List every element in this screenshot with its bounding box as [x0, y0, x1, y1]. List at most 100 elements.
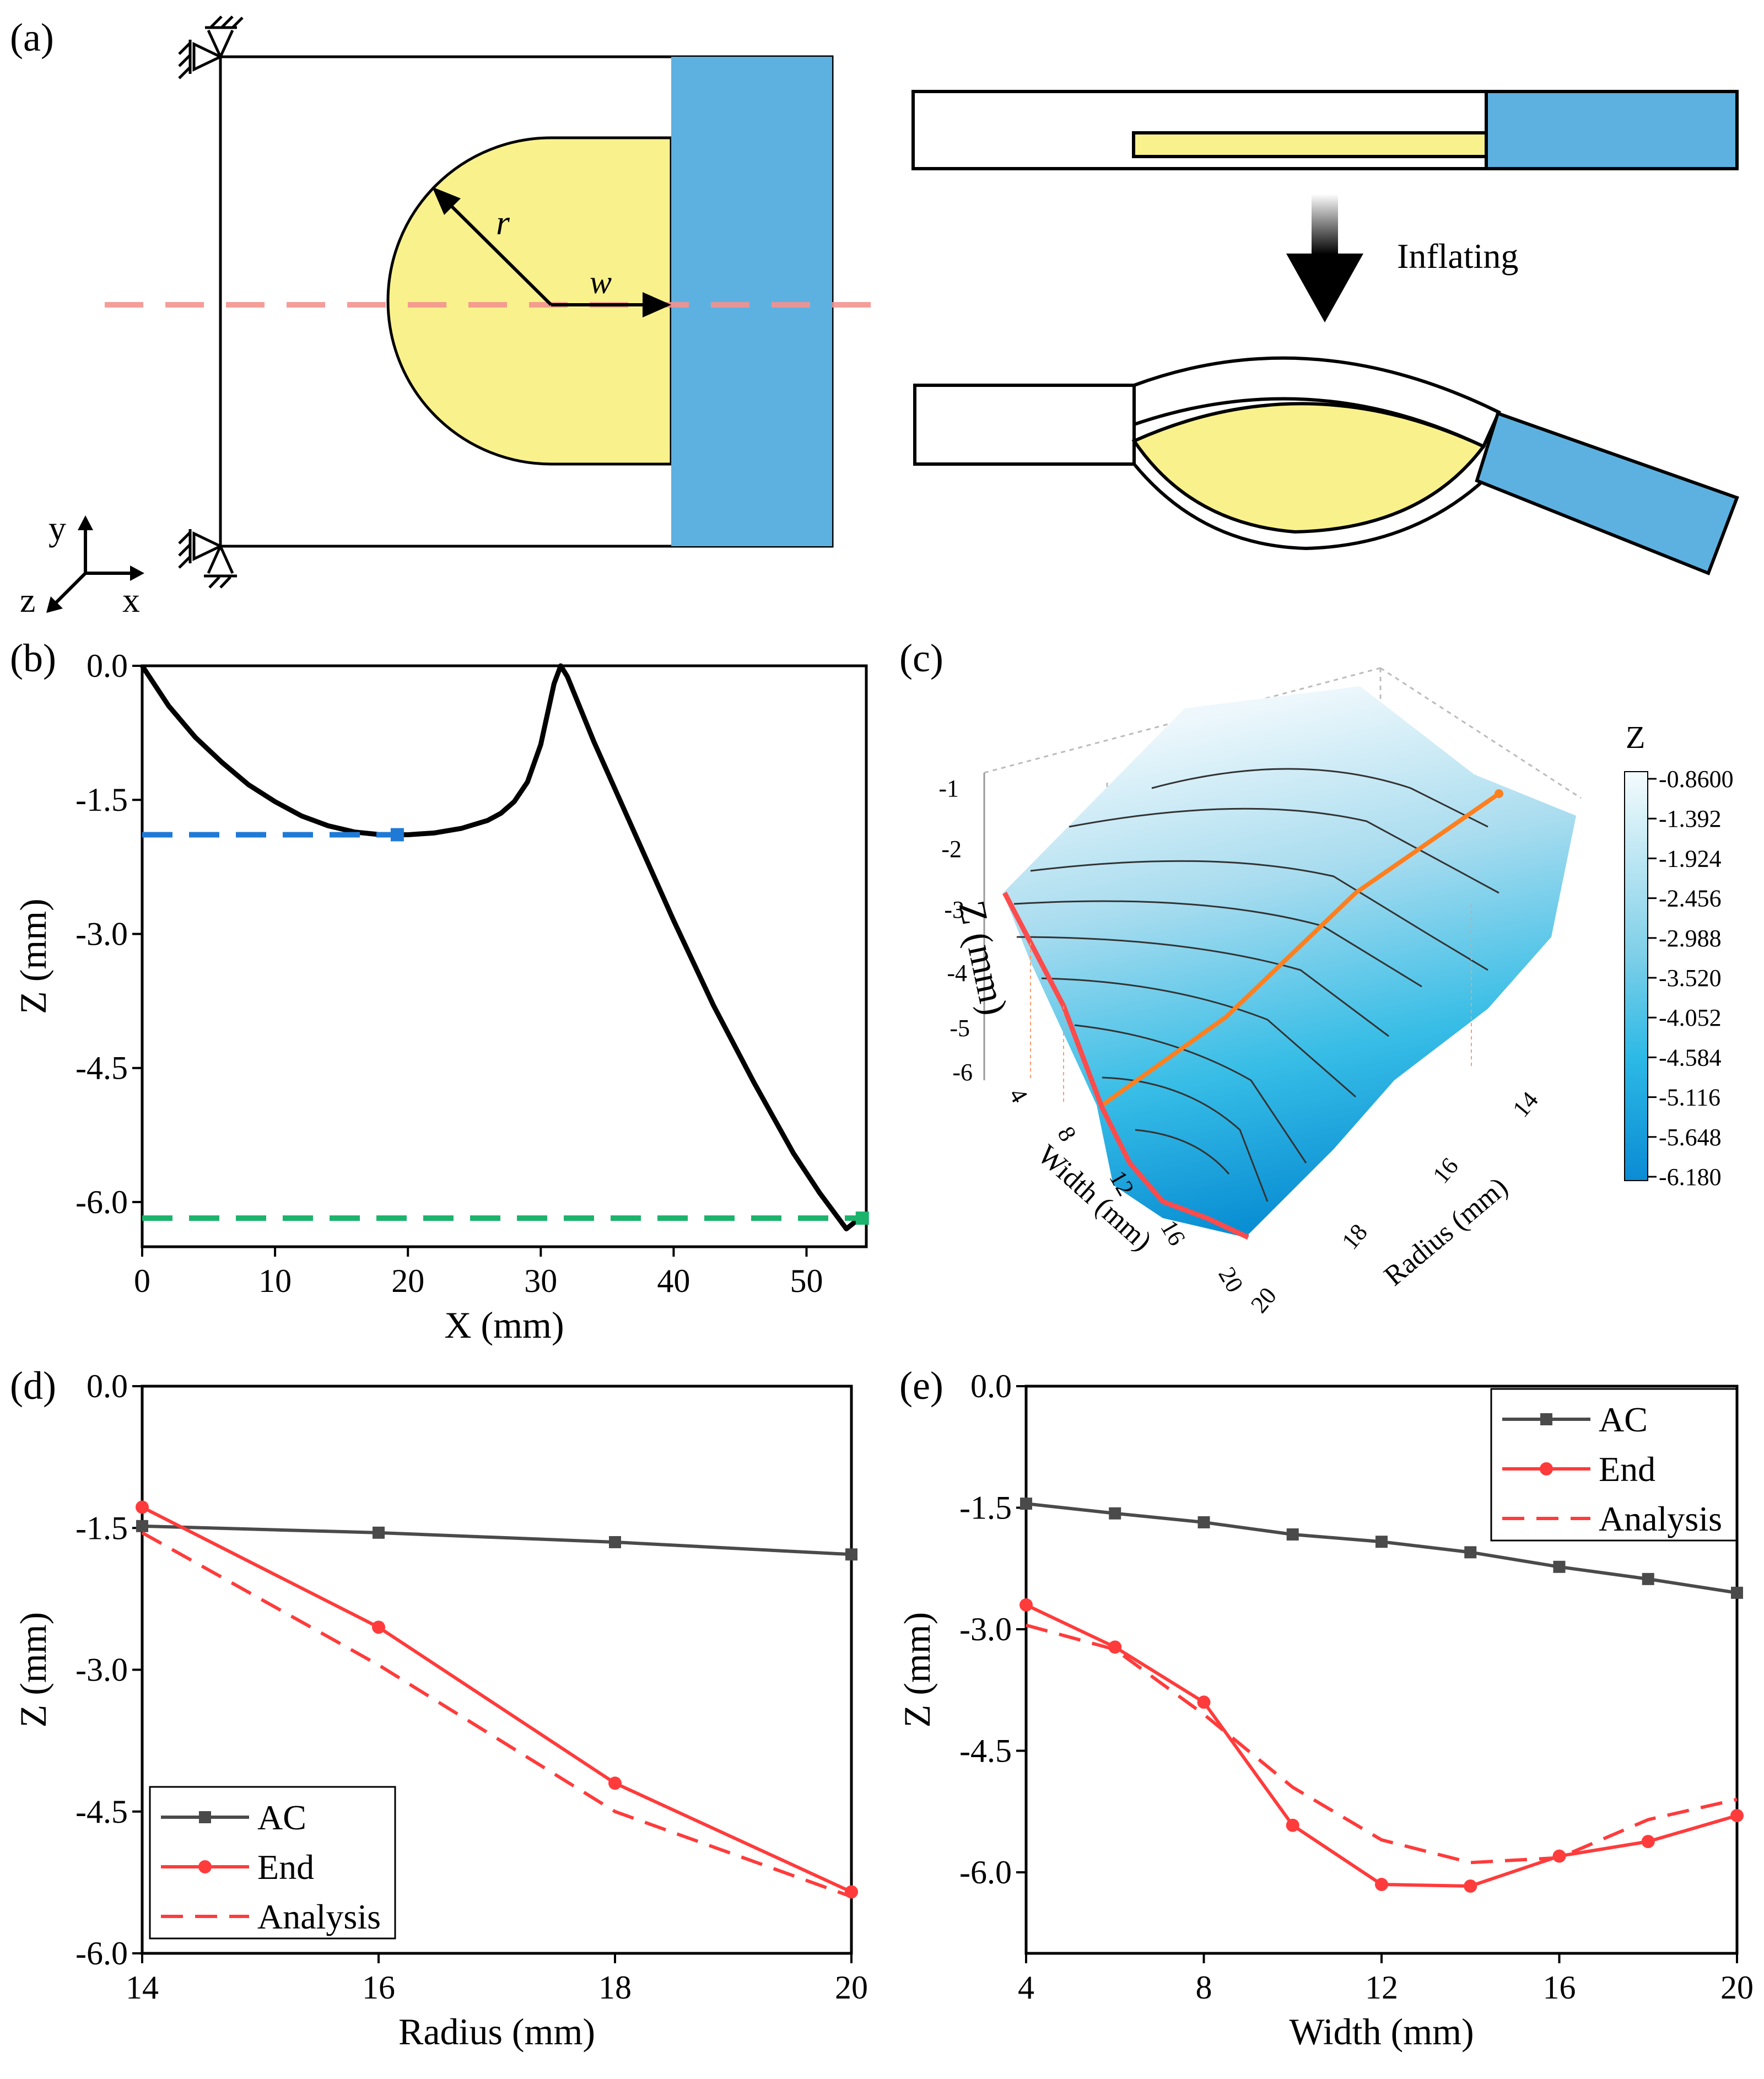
yellow-chamber: [386, 136, 673, 466]
x-tick-label: 10: [258, 1263, 292, 1299]
series-line-ac: [142, 1524, 852, 1556]
series-line-analysis: [1026, 1623, 1738, 1865]
inflating-arrow-shaft: [1312, 194, 1338, 255]
ac-point: [1731, 1586, 1743, 1599]
x-tick-label: 20: [1720, 1969, 1754, 2006]
end-point: [136, 1500, 149, 1514]
colorbar-tick-label: -3.520: [1659, 965, 1722, 992]
inflated-left-section: [913, 384, 1136, 466]
y-tick-label: -3.0: [959, 1611, 1012, 1647]
colorbar-tick-label: -5.116: [1659, 1084, 1720, 1111]
legend-box: [149, 1786, 396, 1940]
end-reference-marker: [855, 1211, 869, 1225]
panel-b-label: (b): [10, 636, 56, 680]
radius-arrow: [439, 194, 553, 306]
x-axis-title: X (mm): [444, 1304, 564, 1346]
z-axis-title: Z (mm): [951, 897, 1016, 1019]
y-tick-label: -4.5: [959, 1733, 1012, 1769]
triad-x-label: x: [122, 580, 140, 620]
y-tick-label: -6.0: [959, 1854, 1012, 1891]
y-tick-label: -3.0: [75, 915, 128, 952]
panel-a: (a) r w: [10, 15, 1739, 620]
colorbar-tick-label: -6.180: [1659, 1164, 1722, 1191]
contour-lines: [1013, 768, 1499, 1202]
ac-point: [1642, 1572, 1654, 1585]
panel-a-label: (a): [10, 15, 54, 60]
y-tick-label: -6.0: [75, 1184, 128, 1220]
colorbar-tick-label: -1.924: [1659, 845, 1722, 872]
z-tick-label: -1: [938, 775, 959, 802]
bottom-support-icon: [178, 529, 237, 589]
ac-curve-3d-endpoint: [1495, 789, 1503, 798]
series-line-end: [141, 1505, 853, 1894]
legend-label: Analysis: [257, 1897, 381, 1936]
end-point: [608, 1776, 622, 1790]
y-tick-label: -1.5: [959, 1490, 1012, 1526]
series-line-end: [1025, 1603, 1738, 1888]
panel-e: (e) 4 8 12 16 20 0.0 -1.5 -3.0 -4.5 -6.0 Width (mm…: [896, 1364, 1754, 2053]
panel-d: (d) 14 16 18 20 0.0 -1.5 -3.0 -4.5 -6.0 Radius (m…: [10, 1364, 868, 2053]
colorbar-gradient: [1624, 771, 1648, 1181]
y-tick-label: -4.5: [75, 1793, 128, 1830]
plot-frame: [141, 664, 868, 1248]
end-point: [1464, 1879, 1477, 1893]
y-axis-title: Z (mm): [12, 1612, 54, 1728]
panel-e-label: (e): [899, 1364, 943, 1408]
y-tick-label: -4.5: [75, 1050, 128, 1086]
y-tick-label: -1.5: [75, 782, 128, 818]
x-tick-label: 16: [1543, 1969, 1576, 2006]
cross-section-schematic: Inflating: [911, 90, 1739, 575]
ac-point: [609, 1536, 621, 1548]
ac-point: [136, 1520, 148, 1532]
panel-b: (b) 0 10 20 30 40 50 0.0 -1.5 -3.0 -4.5 -6.0 X (mm)…: [10, 636, 869, 1346]
colorbar-title: Z: [1626, 719, 1645, 755]
radius-axis-title: Radius (mm): [1378, 1171, 1514, 1292]
profile-curve: [140, 663, 861, 1232]
legend-end-marker: [198, 1860, 212, 1873]
blue-clamp: [671, 57, 832, 546]
ac-point: [1286, 1528, 1299, 1541]
colorbar-tick-label: -2.456: [1659, 885, 1722, 912]
triad-z-label: z: [20, 580, 35, 620]
z-tick-label: -4: [947, 960, 967, 987]
x-tick-label: 0: [134, 1263, 150, 1299]
x-axis-title: Radius (mm): [398, 2011, 595, 2053]
ac-point: [1464, 1546, 1477, 1559]
y-axis-title: Z (mm): [12, 898, 54, 1014]
x-tick-label: 40: [657, 1263, 690, 1299]
x-tick-label: 16: [362, 1969, 395, 2006]
z-tick-label: -2: [941, 836, 962, 863]
top-view-schematic: r w: [20, 15, 876, 620]
colorbar-tick-label: -4.584: [1659, 1044, 1722, 1071]
inflated-clamp: [1475, 411, 1739, 575]
colorbar-tick-label: -1.392: [1659, 805, 1722, 832]
inflating-arrow-icon: [1286, 254, 1363, 322]
w-label: w: [590, 264, 612, 300]
colorbar: Z -0.8600 -1.392 -1.924 -2.456 -2.988 -3.520 -…: [1624, 719, 1734, 1191]
ac-point: [1375, 1536, 1388, 1548]
legend-label: AC: [1599, 1400, 1648, 1439]
radius-tick-label: 16: [1427, 1152, 1464, 1188]
x-tick-label: 8: [1196, 1969, 1212, 2006]
legend-ac-marker: [1540, 1413, 1552, 1425]
end-point: [372, 1620, 385, 1634]
ac-point: [373, 1526, 385, 1539]
colorbar-tick-label: -4.052: [1659, 1004, 1722, 1031]
legend-box: [1490, 1388, 1738, 1542]
end-point: [1286, 1818, 1299, 1832]
top-support-icon: [178, 15, 244, 79]
end-curve-3d: [1002, 891, 1249, 1240]
y-tick-label: 0.0: [87, 1368, 128, 1404]
legend-label: End: [1599, 1450, 1655, 1489]
width-arrowhead-icon: [643, 292, 671, 317]
legend-label: AC: [257, 1798, 306, 1837]
ac-point: [1553, 1560, 1566, 1573]
legend-end-marker: [1540, 1462, 1553, 1475]
x-axis-title: Width (mm): [1289, 2011, 1474, 2053]
ac-point: [1197, 1516, 1210, 1528]
inflated-bottom-membrane: [1132, 463, 1485, 551]
x-tick-label: 18: [598, 1969, 632, 2006]
axis-triad-icon: y x z: [20, 509, 144, 620]
